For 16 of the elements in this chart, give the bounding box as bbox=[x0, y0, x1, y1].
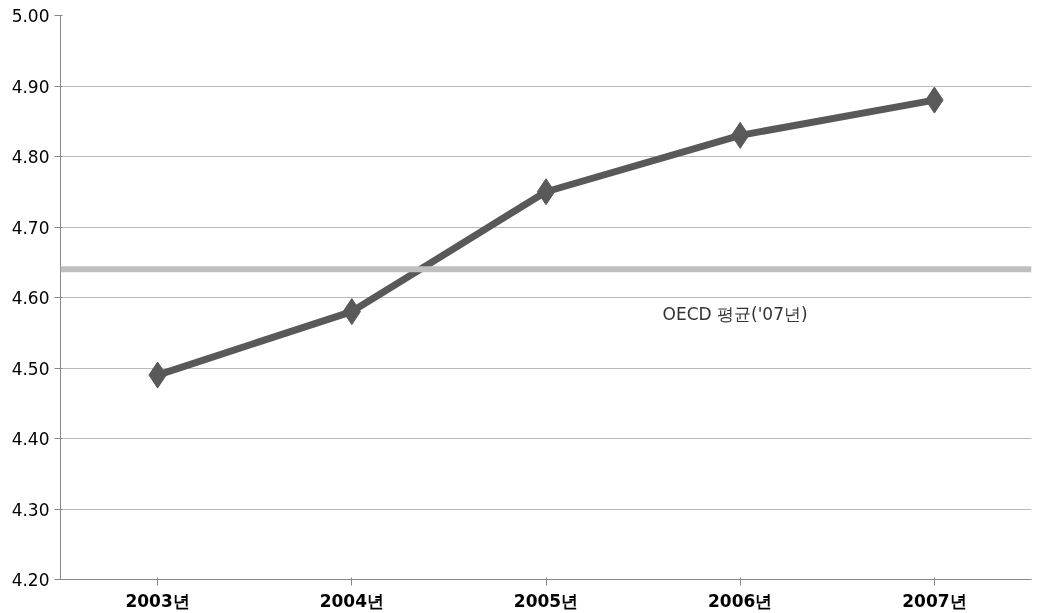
y-tick-label: 4.70 bbox=[11, 217, 50, 238]
x-tick-label: 2004년 bbox=[319, 590, 384, 611]
y-tick-label: 4.50 bbox=[11, 358, 50, 379]
y-tick-label: 4.30 bbox=[11, 499, 50, 520]
y-tick-label: 4.40 bbox=[11, 429, 50, 449]
x-tick-label: 2005년 bbox=[513, 590, 579, 611]
x-tick-label: 2003년 bbox=[125, 590, 190, 611]
y-tick-label: 5.00 bbox=[11, 6, 50, 26]
x-tick-label: 2007년 bbox=[902, 590, 967, 611]
y-tick-label: 4.20 bbox=[11, 570, 50, 590]
y-tick-label: 4.80 bbox=[11, 147, 50, 167]
ref-line-label: OECD 평균('07년) bbox=[662, 304, 808, 325]
x-tick-label: 2006년 bbox=[708, 590, 773, 611]
y-tick-label: 4.60 bbox=[11, 288, 50, 308]
y-tick-label: 4.90 bbox=[11, 76, 50, 97]
point bbox=[536, 178, 556, 206]
